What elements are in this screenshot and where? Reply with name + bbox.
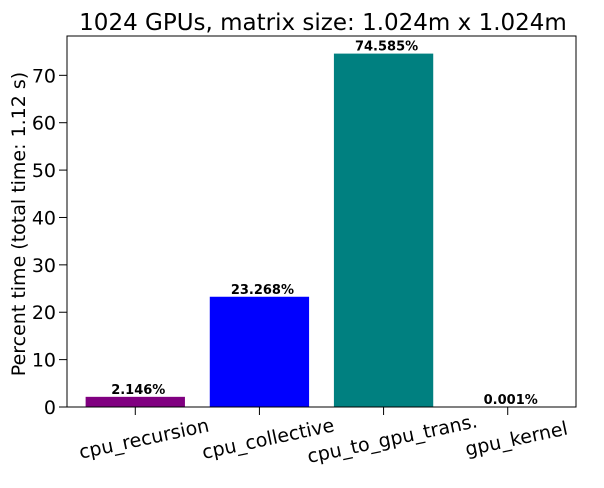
y-tick-label: 70 (32, 65, 56, 87)
y-tick-label: 10 (32, 350, 56, 372)
x-tick-labels: cpu_recursioncpu_collectivecpu_to_gpu_tr… (77, 410, 570, 468)
y-tick-label: 30 (32, 255, 56, 277)
plot-frame (66, 35, 577, 408)
y-tick-label: 50 (32, 160, 56, 182)
y-ticks (59, 74, 67, 408)
data-label: 0.001% (484, 393, 538, 408)
y-axis-label: Percent time (total time: 1.12 s) (8, 72, 30, 376)
y-tick-label: 60 (32, 113, 56, 135)
y-tick-label: 0 (44, 397, 56, 419)
y-tick-label: 20 (32, 302, 56, 324)
bar (333, 53, 434, 408)
chart-title: 1024 GPUs, matrix size: 1.024m x 1.024m (79, 10, 567, 36)
bar (85, 396, 185, 407)
bars-group (85, 53, 558, 408)
y-tick-label: 40 (32, 207, 56, 229)
x-tick-label: gpu_kernel (463, 418, 569, 461)
data-label: 2.146% (111, 383, 165, 398)
data-labels: 2.146% 23.268% 74.585% 0.001% (111, 40, 538, 408)
x-tick-label: cpu_recursion (77, 415, 211, 464)
y-tick-labels: 0 10 20 30 40 50 60 70 (32, 65, 56, 419)
data-label: 74.585% (355, 40, 418, 55)
bar (209, 296, 310, 407)
x-ticks (134, 407, 509, 415)
data-label: 23.268% (231, 283, 294, 298)
